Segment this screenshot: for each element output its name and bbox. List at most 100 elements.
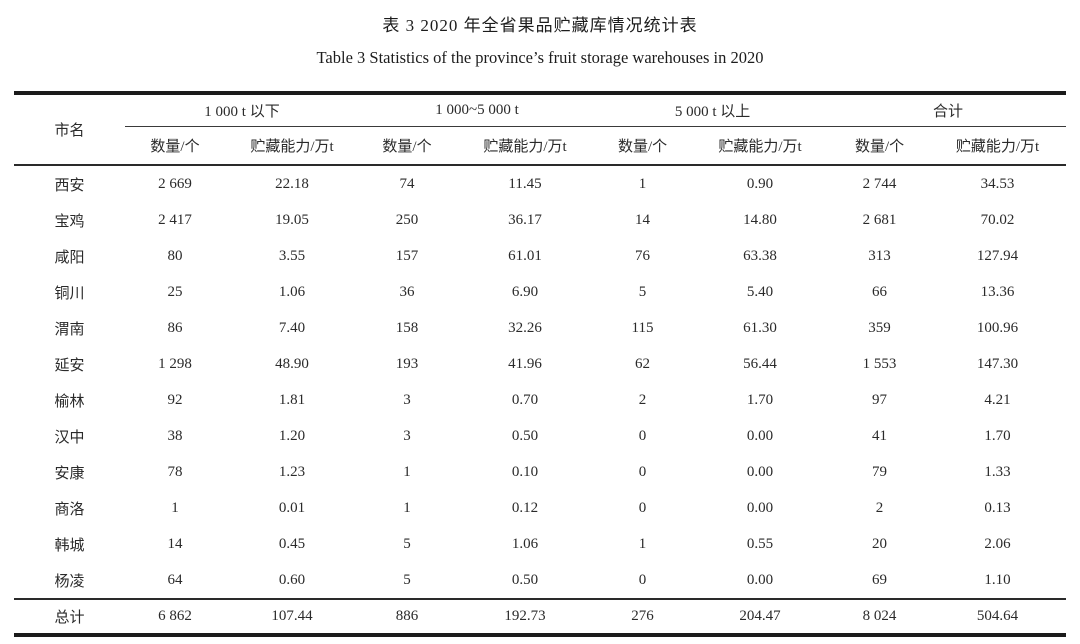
value-cell: 5 [403, 535, 411, 552]
sub-header-count-4: 数量/个 [830, 126, 930, 166]
city-cell: 韩城 [54, 537, 85, 554]
value-cell: 22.18 [275, 175, 309, 192]
value-cell: 2 669 [158, 175, 192, 192]
city-cell: 铜川 [54, 285, 85, 302]
table-row: 渭南 86 7.40 158 32.26 115 61.30 359 100.96 [14, 310, 1066, 346]
sub-header-capacity-4: 贮藏能力/万t [929, 126, 1067, 166]
value-cell: 0.00 [746, 499, 774, 516]
value-cell: 2 [638, 391, 647, 408]
value-cell: 107.44 [225, 598, 360, 635]
value-cell: 193 [395, 355, 419, 372]
value-cell: 1.33 [984, 463, 1011, 480]
table-row: 安康 78 1.23 1 0.10 0 0.00 79 1.33 [14, 454, 1066, 490]
sub-header-count-3: 数量/个 [595, 126, 691, 166]
value-cell: 20 [872, 535, 888, 552]
stats-table: 市名 1 000 t 以下 1 000~5 000 t 5 000 t 以上 合… [14, 91, 1067, 637]
city-cell: 咸阳 [54, 249, 85, 266]
value-cell: 34.53 [980, 175, 1015, 192]
value-cell: 48.90 [275, 355, 309, 372]
table-row: 铜川 25 1.06 36 6.90 5 5.40 66 13.36 [14, 274, 1066, 310]
value-cell: 2.06 [984, 535, 1011, 552]
value-cell: 61.01 [508, 247, 542, 264]
value-cell: 8 024 [830, 598, 930, 635]
value-cell: 192.73 [455, 598, 596, 635]
value-cell: 1 [638, 175, 647, 192]
value-cell: 204.47 [690, 598, 831, 635]
value-cell: 0 [638, 463, 647, 480]
value-cell: 7.40 [278, 319, 306, 336]
value-cell: 250 [395, 211, 419, 228]
value-cell: 41 [872, 427, 888, 444]
value-cell: 1.20 [278, 427, 306, 444]
city-cell: 商洛 [54, 501, 85, 518]
value-cell: 19.05 [275, 211, 309, 228]
value-cell: 158 [395, 319, 419, 336]
value-cell: 147.30 [976, 355, 1019, 372]
value-cell: 2 [875, 499, 884, 516]
value-cell: 86 [167, 319, 183, 336]
value-cell: 1 [638, 535, 647, 552]
value-cell: 0.13 [984, 499, 1011, 516]
table-row: 商洛 1 0.01 1 0.12 0 0.00 2 0.13 [14, 490, 1066, 526]
value-cell: 0.70 [511, 391, 539, 408]
table-row: 杨凌 64 0.60 5 0.50 0 0.00 69 1.10 [14, 562, 1066, 599]
table-row: 榆林 92 1.81 3 0.70 2 1.70 97 4.21 [14, 382, 1066, 418]
value-cell: 359 [868, 319, 891, 336]
city-cell: 安康 [54, 465, 85, 482]
value-cell: 0.10 [511, 463, 539, 480]
value-cell: 13.36 [980, 283, 1015, 300]
value-cell: 0.45 [278, 535, 306, 552]
group-header-under-1000t: 1 000 t 以下 [125, 93, 360, 127]
table-row: 韩城 14 0.45 5 1.06 1 0.55 20 2.06 [14, 526, 1066, 562]
value-cell: 66 [872, 283, 888, 300]
value-cell: 64 [167, 571, 183, 588]
city-cell: 总计 [14, 598, 125, 635]
value-cell: 0.50 [511, 427, 539, 444]
value-cell: 6.90 [511, 283, 539, 300]
value-cell: 62 [635, 355, 651, 372]
value-cell: 74 [399, 175, 415, 192]
table-body: 西安 2 669 22.18 74 11.45 1 0.90 2 744 34.53 宝鸡 2 41… [14, 165, 1067, 635]
table-row: 咸阳 80 3.55 157 61.01 76 63.38 313 127.94 [14, 238, 1066, 274]
value-cell: 276 [595, 598, 691, 635]
value-cell: 0.00 [746, 571, 774, 588]
city-cell: 渭南 [54, 321, 85, 338]
sub-header-count-1: 数量/个 [125, 126, 225, 166]
value-cell: 886 [359, 598, 456, 635]
value-cell: 157 [395, 247, 419, 264]
sub-header-capacity-2: 贮藏能力/万t [455, 126, 596, 166]
value-cell: 1.06 [278, 283, 306, 300]
value-cell: 79 [872, 463, 888, 480]
table-caption-en: Table 3 Statistics of the province’s fru… [316, 48, 764, 67]
value-cell: 1.70 [984, 427, 1011, 444]
sub-header-count-2: 数量/个 [359, 126, 456, 166]
value-cell: 1.81 [278, 391, 306, 408]
value-cell: 11.45 [508, 175, 542, 192]
value-cell: 25 [167, 283, 183, 300]
value-cell: 2 744 [862, 175, 897, 192]
value-cell: 0.00 [746, 427, 774, 444]
value-cell: 2 417 [158, 211, 192, 228]
value-cell: 14 [167, 535, 183, 552]
value-cell: 76 [635, 247, 651, 264]
value-cell: 100.96 [976, 319, 1019, 336]
table-row: 西安 2 669 22.18 74 11.45 1 0.90 2 744 34.53 [14, 165, 1066, 202]
value-cell: 32.26 [508, 319, 542, 336]
value-cell: 0.01 [278, 499, 306, 516]
value-cell: 3 [403, 427, 411, 444]
value-cell: 69 [872, 571, 888, 588]
column-header-city: 市名 [14, 93, 125, 166]
value-cell: 41.96 [508, 355, 542, 372]
value-cell: 1.10 [984, 571, 1011, 588]
value-cell: 1 [171, 499, 179, 516]
value-cell: 0.12 [511, 499, 539, 516]
value-cell: 3 [403, 391, 411, 408]
value-cell: 92 [167, 391, 183, 408]
value-cell: 115 [631, 319, 654, 336]
value-cell: 1 298 [158, 355, 192, 372]
value-cell: 1 [403, 463, 411, 480]
sub-header-capacity-3: 贮藏能力/万t [690, 126, 831, 166]
value-cell: 5 [403, 571, 411, 588]
value-cell: 38 [167, 427, 183, 444]
value-cell: 63.38 [743, 247, 777, 264]
